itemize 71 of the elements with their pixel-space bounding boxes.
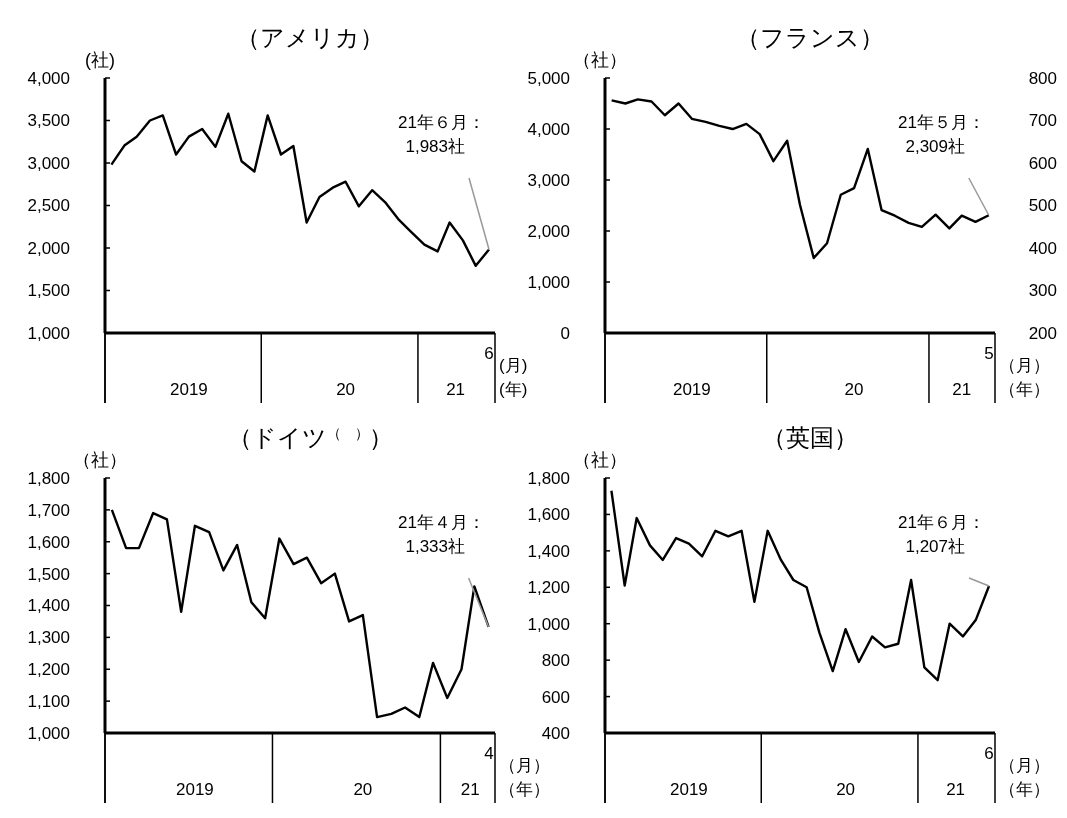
y-tick-label: 1,600	[527, 505, 570, 525]
annotation: 21年６月： 1,983社	[398, 113, 485, 156]
annotation: 21年４月： 1,333社	[398, 513, 485, 556]
y2-tick-label: 300	[1028, 281, 1057, 301]
x-tick-label: 21	[952, 380, 972, 399]
y2-tick-label: 600	[1028, 153, 1057, 173]
text: 6	[484, 344, 494, 363]
y2-tick-label: 500	[1028, 196, 1057, 216]
text: 6	[984, 744, 994, 763]
y-tick-label: 1,800	[527, 468, 570, 488]
y-tick-label: 1,600	[27, 532, 70, 552]
y-tick-label: 1,700	[27, 500, 70, 520]
y-tick-label: 1,500	[27, 564, 70, 584]
x-tick-label: 21	[460, 780, 480, 799]
x-tick-label: 2019	[669, 780, 708, 799]
x-tick-label: 2019	[176, 780, 214, 799]
y-axis-title: （社）	[573, 50, 627, 70]
y-tick-label: 2,000	[527, 221, 570, 241]
y-tick-label: 1,000	[527, 614, 570, 634]
y-tick-label: 4,000	[527, 119, 570, 139]
y-tick-label: 3,000	[527, 170, 570, 190]
y2-tick-label: 200	[1028, 323, 1057, 343]
chart-title: （英国）	[762, 424, 858, 451]
y-tick-label: 2,500	[27, 196, 70, 216]
x-axis-title: （月）（年）	[999, 356, 1050, 399]
x-axis-title: （月）（年）	[499, 756, 550, 799]
y2-tick-label: 700	[1028, 111, 1057, 131]
y-tick-label: 1,200	[27, 660, 70, 680]
y-axis-title: （社）	[573, 450, 627, 470]
y-tick-label: 1,300	[27, 628, 70, 648]
x-axis-title: (月)(年)	[499, 356, 528, 399]
y-tick-label: 3,000	[27, 153, 70, 173]
y-tick-label: 0	[560, 323, 570, 343]
y2-tick-label: 800	[1028, 68, 1057, 88]
y2-tick-label: 400	[1028, 238, 1057, 258]
y-tick-label: 2,000	[27, 238, 70, 258]
x-tick-label: 20	[836, 780, 856, 799]
x-tick-label: 2019	[672, 380, 711, 399]
annotation: 21年５月： 2,309社	[898, 113, 985, 156]
y-tick-label: 1,500	[27, 281, 70, 301]
y-tick-label: 1,100	[27, 692, 70, 712]
x-axis-title: （月）（年）	[999, 756, 1050, 799]
chart-title: （フランス）	[736, 24, 884, 51]
y-tick-label: 1,000	[27, 723, 70, 743]
y-tick-label: 1,200	[527, 578, 570, 598]
chart-title: （ドイツ$^{（ ）}$）	[227, 424, 393, 451]
y-tick-label: 1,400	[527, 541, 570, 561]
y-axis-title: （社）	[73, 450, 127, 470]
y-tick-label: 800	[541, 651, 570, 671]
x-tick-label: 20	[336, 380, 356, 399]
y-tick-label: 5,000	[527, 68, 570, 88]
y-tick-label: 4,000	[27, 68, 70, 88]
x-tick-label: 20	[353, 780, 373, 799]
chart-title: （アメリカ）	[236, 24, 384, 51]
x-tick-label: 2019	[169, 380, 208, 399]
x-tick-label: 21	[446, 380, 466, 399]
x-tick-label: 21	[946, 780, 966, 799]
y-tick-label: 3,500	[27, 111, 70, 131]
line-series	[610, 489, 991, 682]
annotation: 21年６月： 1,207社	[898, 513, 985, 556]
y-tick-label: 600	[541, 687, 570, 707]
y-tick-label: 400	[541, 723, 570, 743]
line-series	[610, 98, 990, 260]
y-tick-label: 1,000	[527, 272, 570, 292]
y-tick-label: 1,800	[27, 468, 70, 488]
text: 5	[984, 344, 994, 363]
text: 4	[484, 744, 494, 763]
y-axis-title: (社)	[85, 50, 115, 70]
x-tick-label: 20	[844, 380, 864, 399]
y-tick-label: 1,000	[27, 323, 70, 343]
y-tick-label: 1,400	[27, 596, 70, 616]
